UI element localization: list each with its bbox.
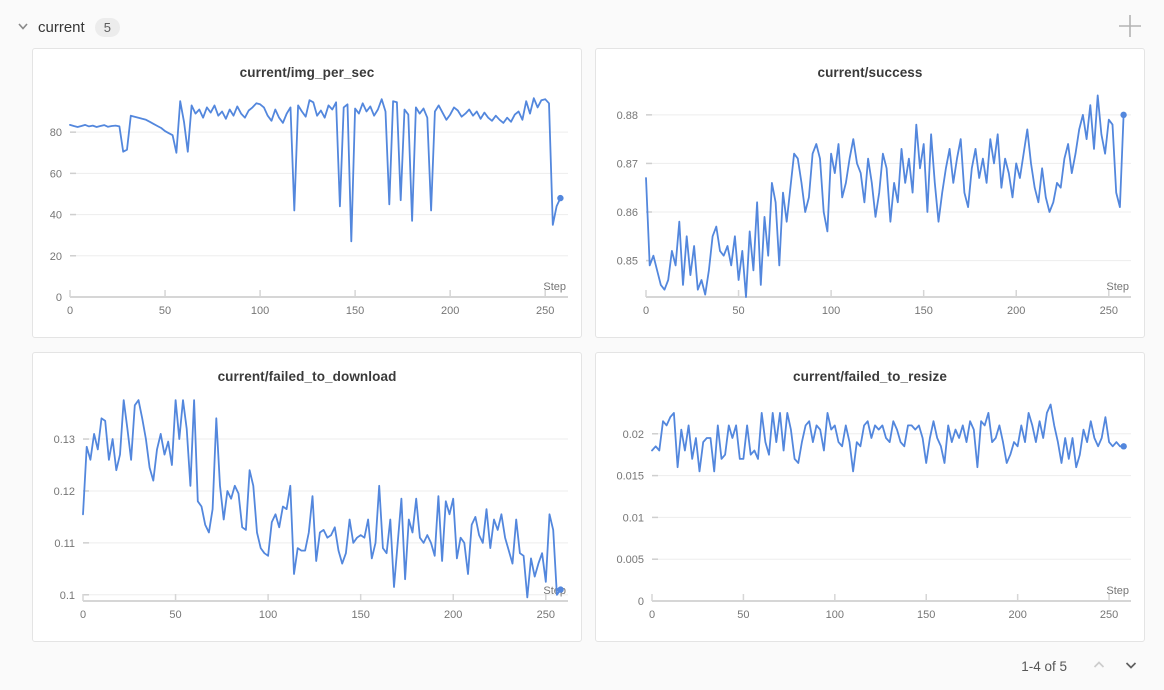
svg-text:0: 0 bbox=[638, 596, 644, 608]
svg-text:150: 150 bbox=[351, 609, 369, 621]
chart-title: current/img_per_sec bbox=[239, 65, 375, 80]
svg-text:0.86: 0.86 bbox=[617, 207, 638, 219]
svg-text:100: 100 bbox=[822, 305, 840, 317]
svg-text:150: 150 bbox=[914, 305, 932, 317]
panel-pagination: 1-4 of 5 bbox=[0, 650, 1145, 682]
pagination-next-button[interactable] bbox=[1117, 655, 1145, 678]
panel-grid: 0 20 40 60 80 0 50 100 150 200 250 Step current/img… bbox=[32, 48, 1145, 642]
line-chart-failed-to-resize[interactable]: 0 0.005 0.01 0.015 0.02 0 50 100 150 200 250 Step bbox=[596, 353, 1144, 641]
svg-text:Step: Step bbox=[543, 281, 566, 293]
chart-panel-failed-to-download[interactable]: 0.1 0.11 0.12 0.13 0 50 100 150 200 250 Step curre… bbox=[32, 352, 582, 642]
chart-title: current/success bbox=[817, 65, 923, 80]
plus-icon bbox=[1116, 14, 1144, 43]
svg-text:0: 0 bbox=[649, 609, 655, 621]
chart-panel-img-per-sec[interactable]: 0 20 40 60 80 0 50 100 150 200 250 Step current/img… bbox=[32, 48, 582, 338]
svg-text:0.88: 0.88 bbox=[617, 110, 638, 122]
chart-title: current/failed_to_resize bbox=[793, 369, 947, 384]
svg-text:50: 50 bbox=[737, 609, 749, 621]
pagination-prev-button[interactable] bbox=[1085, 655, 1113, 678]
svg-text:200: 200 bbox=[441, 305, 459, 317]
line-chart-img-per-sec[interactable]: 0 20 40 60 80 0 50 100 150 200 250 Step bbox=[33, 49, 581, 337]
line-chart-success[interactable]: 0.85 0.86 0.87 0.88 0 50 100 150 200 250 Step bbox=[596, 49, 1144, 337]
section-header: current 5 bbox=[0, 0, 1164, 48]
svg-text:250: 250 bbox=[537, 609, 555, 621]
svg-text:0.015: 0.015 bbox=[616, 471, 644, 483]
svg-text:0.85: 0.85 bbox=[617, 256, 638, 268]
svg-text:100: 100 bbox=[251, 305, 269, 317]
svg-text:0.02: 0.02 bbox=[623, 429, 644, 441]
svg-text:0.005: 0.005 bbox=[616, 554, 644, 566]
svg-text:200: 200 bbox=[444, 609, 462, 621]
chevron-down-icon bbox=[16, 19, 30, 36]
chart-title: current/failed_to_download bbox=[217, 369, 397, 384]
svg-text:0: 0 bbox=[56, 292, 62, 304]
add-panel-button[interactable] bbox=[1116, 12, 1144, 43]
pagination-label: 1-4 of 5 bbox=[1021, 658, 1067, 674]
svg-text:0.1: 0.1 bbox=[60, 590, 75, 602]
svg-text:50: 50 bbox=[732, 305, 744, 317]
section-collapse-button[interactable] bbox=[14, 17, 32, 38]
section-title: current bbox=[38, 18, 85, 36]
svg-text:0.11: 0.11 bbox=[54, 538, 75, 550]
svg-text:20: 20 bbox=[50, 251, 62, 263]
svg-text:0: 0 bbox=[80, 609, 86, 621]
svg-text:150: 150 bbox=[917, 609, 935, 621]
svg-text:50: 50 bbox=[159, 305, 171, 317]
svg-text:200: 200 bbox=[1007, 305, 1025, 317]
svg-text:50: 50 bbox=[169, 609, 181, 621]
svg-text:250: 250 bbox=[1100, 609, 1118, 621]
svg-text:250: 250 bbox=[1100, 305, 1118, 317]
svg-text:0: 0 bbox=[67, 305, 73, 317]
svg-text:0: 0 bbox=[643, 305, 649, 317]
svg-text:150: 150 bbox=[346, 305, 364, 317]
svg-text:0.13: 0.13 bbox=[54, 434, 75, 446]
chevron-down-icon bbox=[1123, 657, 1139, 676]
svg-text:Step: Step bbox=[1106, 585, 1129, 597]
svg-text:80: 80 bbox=[50, 127, 62, 139]
svg-text:0.87: 0.87 bbox=[617, 158, 638, 170]
svg-text:40: 40 bbox=[50, 210, 62, 222]
chevron-up-icon bbox=[1091, 657, 1107, 676]
svg-text:100: 100 bbox=[826, 609, 844, 621]
svg-text:0.01: 0.01 bbox=[623, 512, 644, 524]
svg-text:250: 250 bbox=[536, 305, 554, 317]
svg-text:100: 100 bbox=[259, 609, 277, 621]
chart-panel-success[interactable]: 0.85 0.86 0.87 0.88 0 50 100 150 200 250 Step curr… bbox=[595, 48, 1145, 338]
svg-text:0.12: 0.12 bbox=[54, 486, 75, 498]
svg-text:Step: Step bbox=[1106, 281, 1129, 293]
panel-count-badge: 5 bbox=[94, 17, 120, 37]
chart-panel-failed-to-resize[interactable]: 0 0.005 0.01 0.015 0.02 0 50 100 150 200 250 Step c… bbox=[595, 352, 1145, 642]
svg-text:200: 200 bbox=[1008, 609, 1026, 621]
svg-text:60: 60 bbox=[50, 168, 62, 180]
